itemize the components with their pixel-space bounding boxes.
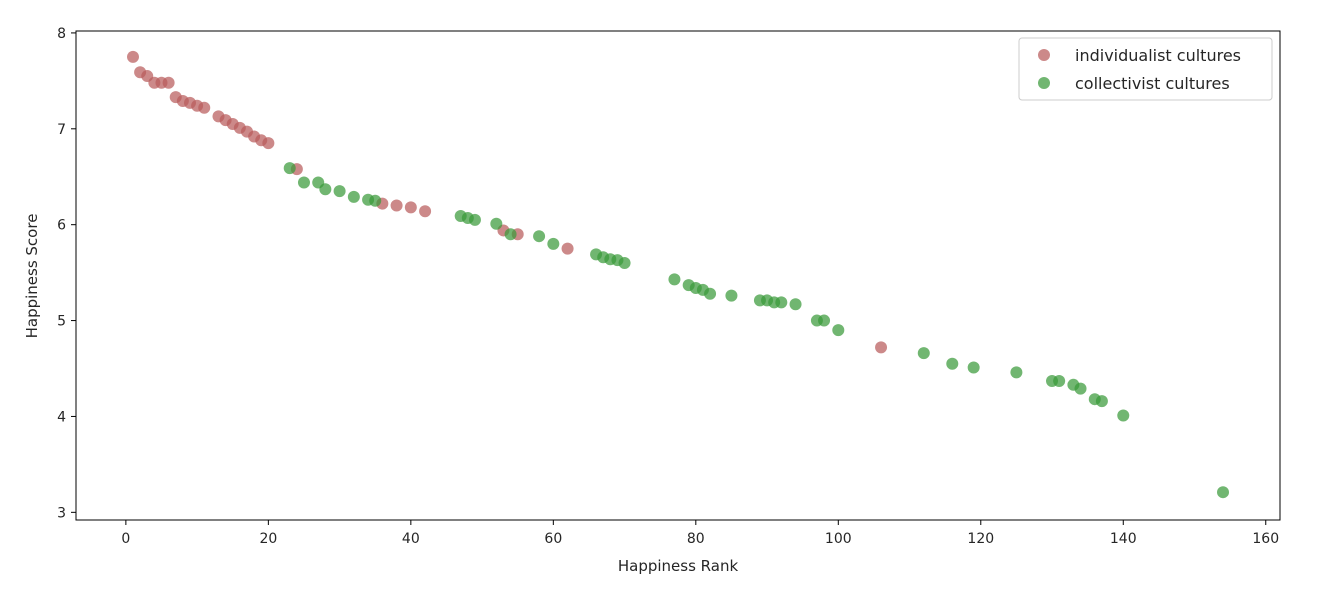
legend-label-individualist: individualist cultures (1075, 46, 1241, 65)
data-point-collectivist-0 (283, 162, 296, 175)
data-point-collectivist-1 (297, 176, 310, 189)
y-axis-ticks: 3 4 5 6 7 8 (57, 26, 76, 521)
legend: individualist cultures collectivist cult… (1018, 37, 1273, 101)
data-point-collectivist-41 (1074, 382, 1087, 395)
plot-frame (75, 30, 1281, 521)
data-point-collectivist-39 (1053, 374, 1066, 387)
data-point-collectivist-11 (490, 217, 503, 230)
data-point-collectivist-45 (1217, 486, 1230, 499)
x-tick-label-160: 160 (1252, 531, 1279, 547)
x-tick-label-0: 0 (121, 531, 130, 547)
y-tick-label-8: 8 (57, 26, 66, 42)
data-point-collectivist-32 (818, 314, 831, 327)
data-point-individualist-10 (198, 101, 211, 114)
data-point-collectivist-37 (1010, 366, 1023, 379)
data-point-collectivist-14 (547, 237, 560, 250)
legend-marker-collectivist (1038, 77, 1050, 89)
y-axis-label: Happiness Score (23, 214, 41, 339)
data-point-collectivist-33 (832, 324, 845, 337)
x-tick-label-20: 20 (259, 531, 277, 547)
data-point-collectivist-25 (725, 289, 738, 302)
y-tick-label-3: 3 (57, 505, 66, 521)
plot-points (126, 50, 1230, 499)
x-axis-ticks: 0 20 40 60 80 100 120 140 160 (121, 520, 1279, 547)
x-tick-label-120: 120 (967, 531, 994, 547)
data-point-collectivist-20 (668, 273, 681, 286)
data-point-collectivist-19 (618, 257, 631, 270)
legend-marker-individualist (1038, 49, 1050, 61)
y-tick-label-5: 5 (57, 314, 66, 330)
data-point-collectivist-24 (704, 287, 717, 300)
data-point-individualist-21 (390, 199, 403, 212)
legend-label-collectivist: collectivist cultures (1075, 74, 1230, 93)
x-tick-label-100: 100 (825, 531, 852, 547)
data-point-individualist-26 (561, 242, 574, 255)
data-point-individualist-0 (126, 50, 139, 63)
x-tick-label-140: 140 (1110, 531, 1137, 547)
data-point-collectivist-10 (468, 213, 481, 226)
data-point-collectivist-43 (1095, 395, 1108, 408)
data-point-collectivist-7 (369, 194, 382, 207)
data-point-collectivist-5 (347, 190, 360, 203)
data-point-individualist-22 (404, 201, 417, 214)
data-point-individualist-5 (162, 76, 175, 89)
data-point-collectivist-34 (917, 347, 930, 360)
legend-box (1018, 37, 1273, 101)
x-axis-label: Happiness Rank (618, 557, 739, 575)
data-point-collectivist-3 (319, 183, 332, 196)
y-tick-label-6: 6 (57, 218, 66, 234)
data-point-collectivist-29 (775, 296, 788, 309)
data-point-individualist-27 (875, 341, 888, 354)
data-point-individualist-23 (419, 205, 432, 218)
data-point-collectivist-30 (789, 298, 802, 311)
data-point-collectivist-35 (946, 357, 959, 370)
y-tick-label-4: 4 (57, 409, 66, 425)
data-point-collectivist-44 (1117, 409, 1130, 422)
data-point-collectivist-12 (504, 228, 517, 241)
data-point-collectivist-13 (533, 230, 546, 243)
data-point-individualist-18 (262, 137, 275, 150)
x-tick-label-40: 40 (402, 531, 420, 547)
x-tick-label-60: 60 (544, 531, 562, 547)
x-tick-label-80: 80 (687, 531, 705, 547)
data-point-collectivist-36 (967, 361, 980, 374)
y-tick-label-7: 7 (57, 122, 66, 138)
data-point-collectivist-4 (333, 185, 346, 198)
